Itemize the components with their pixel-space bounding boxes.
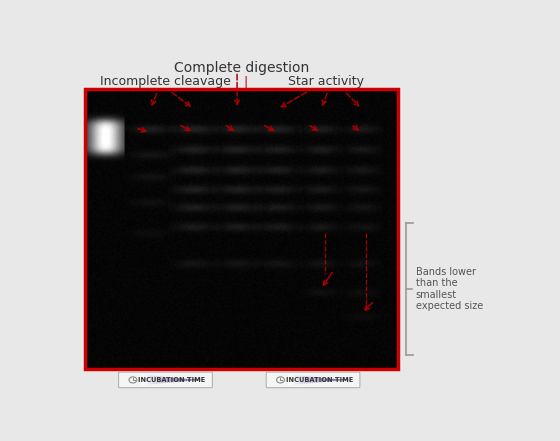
Polygon shape — [302, 376, 304, 384]
Polygon shape — [306, 376, 308, 384]
Polygon shape — [296, 375, 297, 385]
Polygon shape — [186, 378, 188, 381]
Polygon shape — [175, 377, 178, 382]
Text: INCUBATION TIME: INCUBATION TIME — [138, 377, 206, 383]
Polygon shape — [339, 379, 342, 381]
Polygon shape — [198, 379, 200, 381]
Polygon shape — [329, 378, 331, 382]
Polygon shape — [342, 379, 344, 381]
Polygon shape — [169, 377, 171, 383]
Polygon shape — [158, 376, 161, 384]
Polygon shape — [333, 378, 335, 381]
Polygon shape — [196, 379, 198, 381]
Polygon shape — [161, 376, 162, 384]
Polygon shape — [162, 376, 165, 384]
Polygon shape — [308, 376, 310, 384]
Text: Bands lower
than the
smallest
expected size: Bands lower than the smallest expected s… — [416, 266, 483, 311]
Text: Star activity: Star activity — [288, 75, 364, 88]
Polygon shape — [156, 376, 158, 384]
Polygon shape — [289, 374, 291, 385]
Polygon shape — [142, 374, 144, 385]
Text: INCUBATION TIME: INCUBATION TIME — [286, 377, 353, 383]
Polygon shape — [327, 378, 329, 382]
Text: Complete digestion: Complete digestion — [174, 61, 309, 75]
Polygon shape — [148, 375, 150, 385]
Polygon shape — [293, 375, 296, 385]
Polygon shape — [344, 379, 346, 381]
Polygon shape — [316, 377, 319, 383]
Polygon shape — [312, 377, 314, 383]
Polygon shape — [346, 379, 348, 381]
Text: |: | — [244, 75, 248, 88]
Polygon shape — [165, 377, 167, 383]
Polygon shape — [321, 377, 323, 383]
Polygon shape — [300, 375, 302, 385]
Polygon shape — [304, 376, 306, 384]
Polygon shape — [297, 375, 300, 385]
Polygon shape — [314, 377, 316, 383]
Polygon shape — [190, 379, 192, 381]
Polygon shape — [192, 379, 194, 381]
Polygon shape — [152, 375, 154, 385]
FancyBboxPatch shape — [266, 372, 360, 388]
Polygon shape — [178, 377, 179, 382]
Polygon shape — [325, 377, 327, 382]
Polygon shape — [144, 375, 146, 385]
Polygon shape — [154, 376, 156, 384]
Polygon shape — [310, 376, 312, 384]
Polygon shape — [338, 379, 339, 381]
Polygon shape — [150, 375, 152, 385]
Polygon shape — [194, 379, 196, 381]
Text: Incomplete cleavage: Incomplete cleavage — [100, 75, 231, 88]
Polygon shape — [171, 377, 173, 383]
Polygon shape — [146, 375, 148, 385]
Polygon shape — [323, 377, 325, 382]
Polygon shape — [181, 378, 184, 382]
Polygon shape — [331, 378, 333, 382]
Polygon shape — [291, 375, 293, 385]
Polygon shape — [179, 378, 181, 382]
Polygon shape — [173, 377, 175, 383]
Polygon shape — [319, 377, 321, 383]
FancyBboxPatch shape — [119, 372, 212, 388]
Polygon shape — [184, 378, 186, 382]
Polygon shape — [188, 378, 190, 381]
Polygon shape — [335, 378, 338, 381]
Polygon shape — [167, 377, 169, 383]
